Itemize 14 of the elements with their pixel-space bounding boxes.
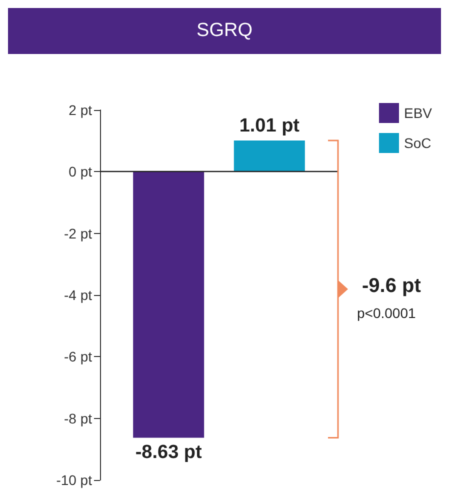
data-label: -8.63 pt	[135, 442, 203, 463]
chart-title: SGRQ	[8, 8, 441, 54]
y-tick-label: 0 pt	[68, 164, 92, 180]
y-tick-label: -10 pt	[56, 472, 92, 488]
legend-label: EBV	[404, 105, 433, 121]
y-tick-label: -6 pt	[64, 348, 92, 365]
y-tick-label: -4 pt	[64, 287, 92, 303]
y-tick-label: -2 pt	[64, 225, 92, 242]
y-tick-label: -8 pt	[64, 410, 92, 426]
text: -9.6 pt	[362, 275, 421, 298]
legend-label: SoC	[404, 135, 432, 151]
data-label: 1.01 pt	[239, 116, 300, 137]
text: p<0.0001	[357, 305, 416, 322]
y-tick-label: 2 pt	[68, 102, 92, 118]
